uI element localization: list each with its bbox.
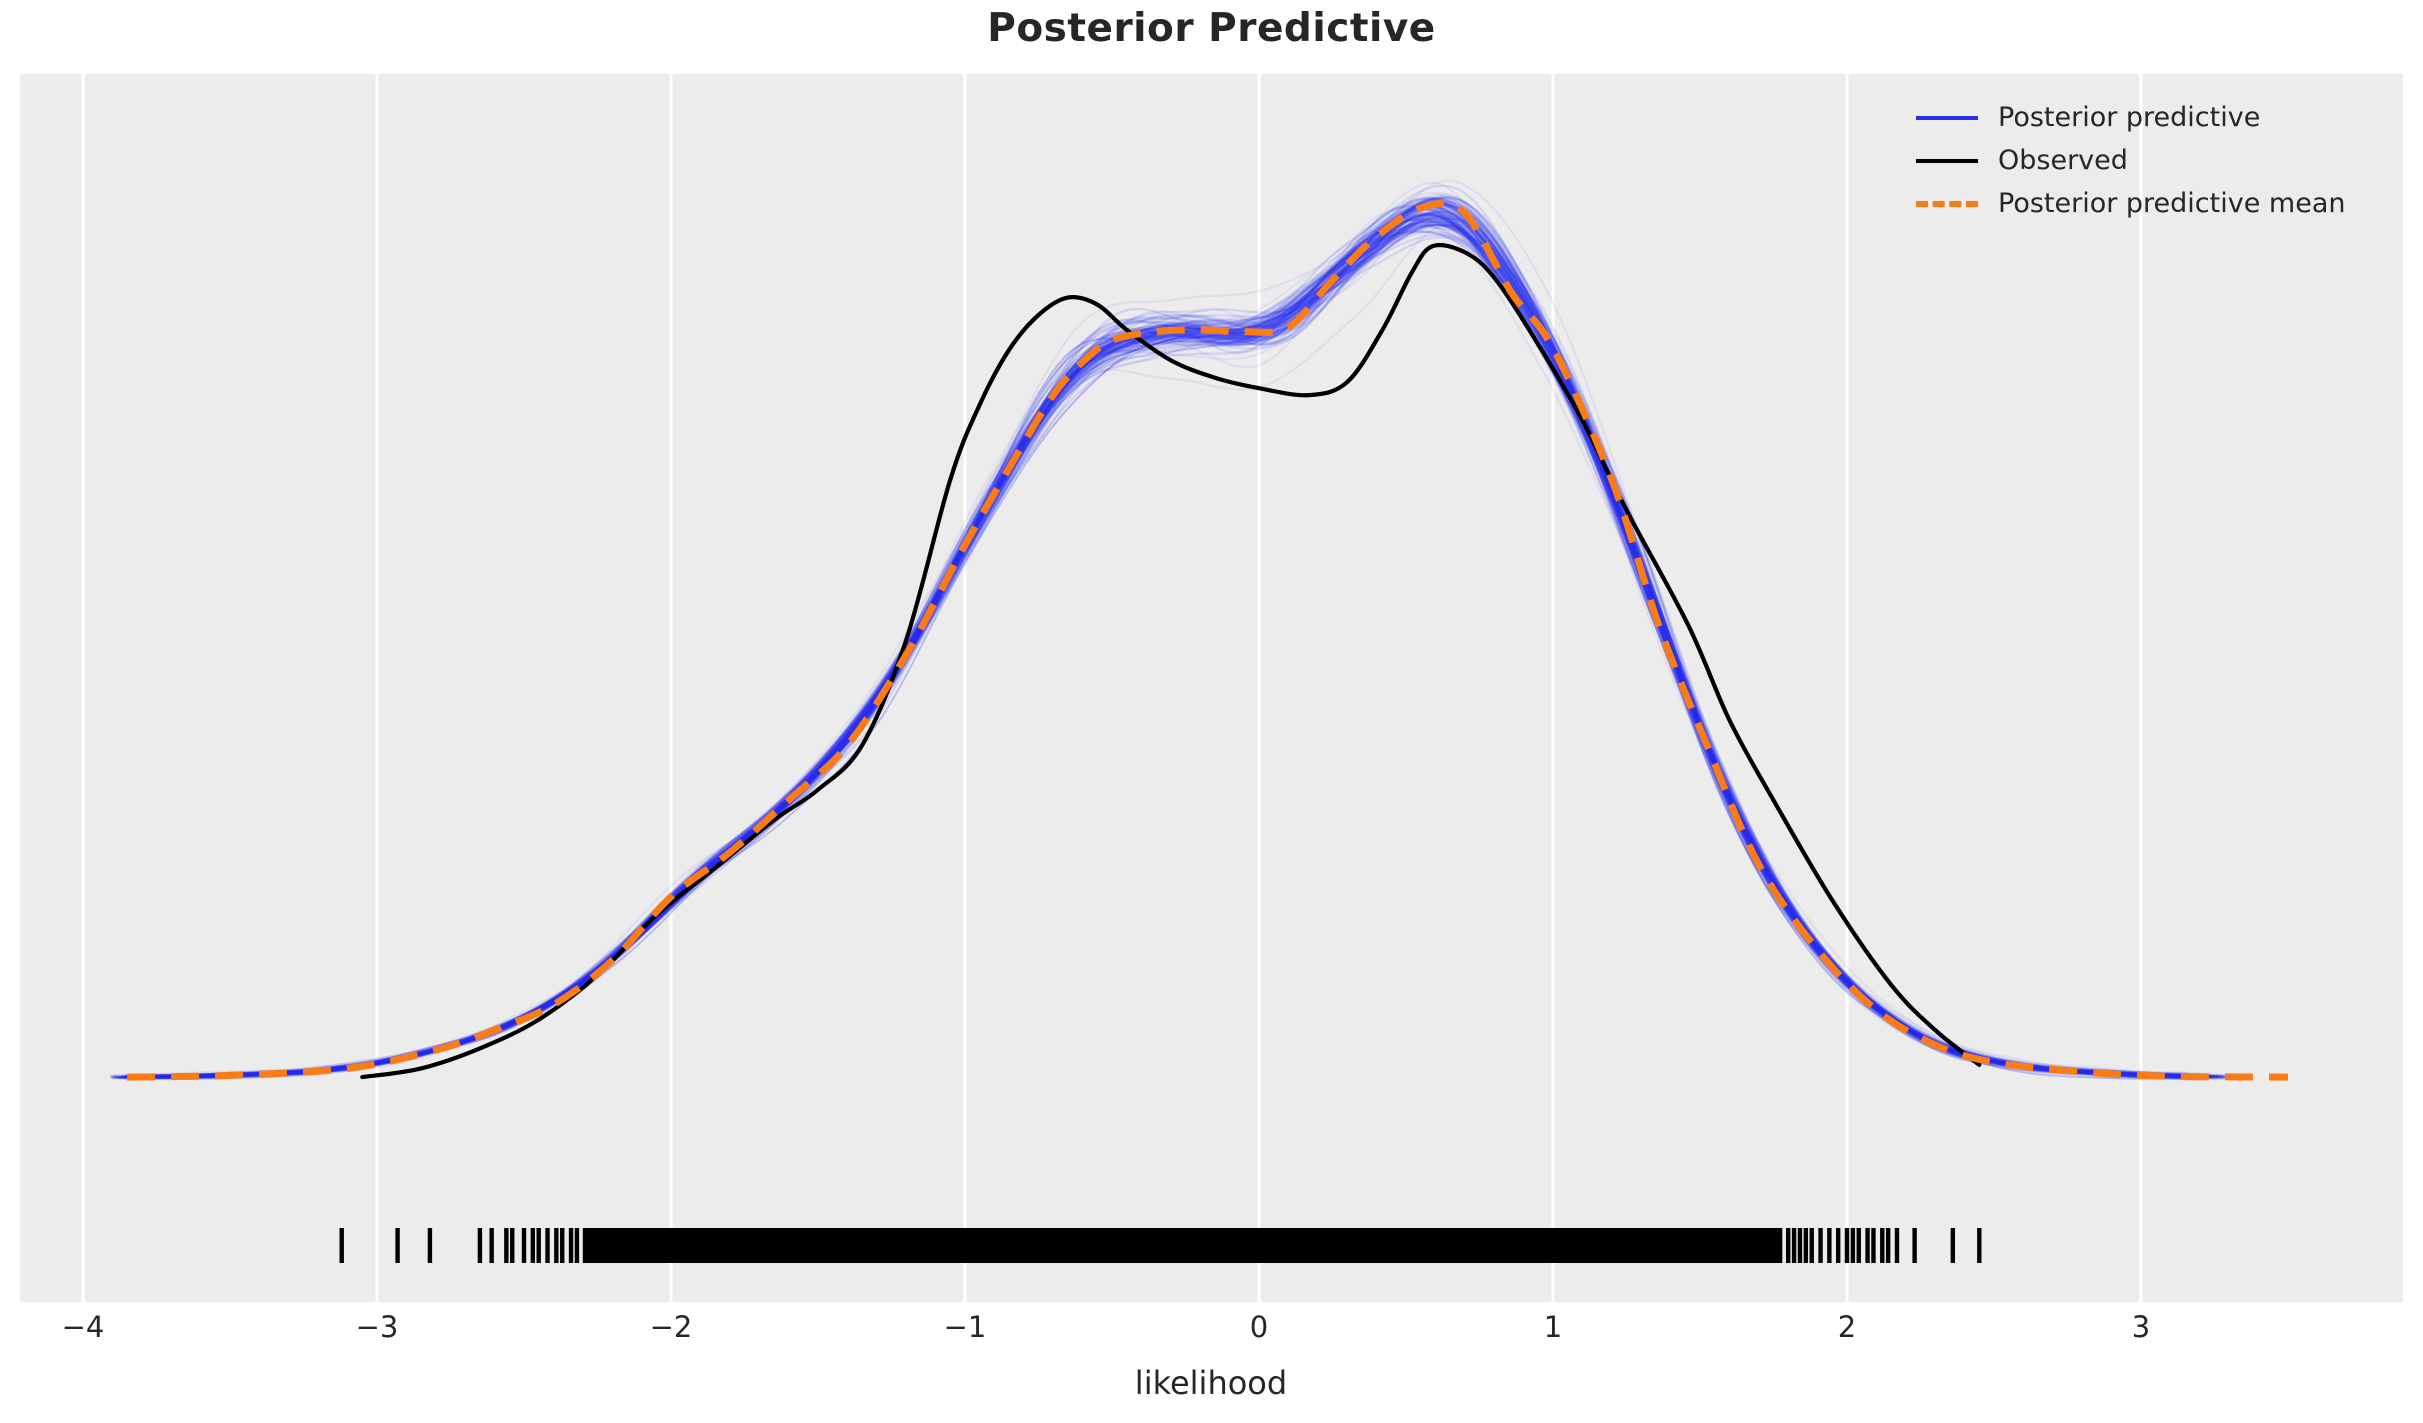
gridlines bbox=[81, 74, 2143, 1302]
rug-tick bbox=[1786, 1228, 1791, 1263]
observed-rug bbox=[339, 1228, 1982, 1263]
legend-swatch-posterior-predictive-line bbox=[1916, 115, 1978, 120]
legend-swatch-observed-line bbox=[1916, 158, 1978, 163]
x-tick-2: 2 bbox=[1837, 1310, 1857, 1344]
rug-tick bbox=[1835, 1228, 1841, 1263]
rug-tick bbox=[568, 1228, 574, 1263]
rug-tick bbox=[1871, 1228, 1876, 1263]
rug-tick bbox=[1912, 1228, 1917, 1263]
legend-swatch-mean-dashed-line bbox=[1916, 200, 1978, 207]
rug-tick bbox=[530, 1228, 536, 1263]
x-axis-label: likelihood bbox=[1134, 1364, 1288, 1402]
rug-tick bbox=[1865, 1228, 1870, 1263]
x-tick-3: 3 bbox=[2131, 1310, 2151, 1344]
legend-label: Posterior predictive mean bbox=[1998, 188, 2346, 219]
rug-tick bbox=[1844, 1228, 1850, 1263]
rug-tick bbox=[1818, 1228, 1823, 1263]
rug-tick bbox=[1827, 1228, 1832, 1263]
legend-item-observed: Observed bbox=[1916, 139, 2396, 182]
rug-tick bbox=[1977, 1228, 1982, 1263]
rug-tick bbox=[504, 1228, 509, 1263]
legend-label: Observed bbox=[1998, 145, 2128, 176]
x-tick-0: 0 bbox=[1249, 1310, 1269, 1344]
rug-tick bbox=[339, 1228, 344, 1263]
rug-tick bbox=[395, 1228, 400, 1263]
x-tick-neg3: −3 bbox=[355, 1310, 399, 1344]
x-tick-neg2: −2 bbox=[649, 1310, 693, 1344]
rug-tick bbox=[560, 1228, 565, 1263]
legend: Posterior predictive Observed Posterior … bbox=[1916, 96, 2396, 225]
rug-tick bbox=[1950, 1228, 1956, 1263]
rug-tick bbox=[1797, 1228, 1803, 1263]
legend-item-posterior-predictive: Posterior predictive bbox=[1916, 96, 2396, 139]
rug-tick bbox=[545, 1228, 550, 1263]
rug-tick bbox=[1880, 1228, 1885, 1263]
rug-tick bbox=[510, 1228, 515, 1263]
rug-tick bbox=[1885, 1228, 1891, 1263]
rug-tick bbox=[521, 1228, 527, 1263]
axes-background bbox=[20, 74, 2403, 1302]
plot-title: Posterior Predictive bbox=[987, 6, 1436, 51]
rug-tick bbox=[1850, 1228, 1856, 1263]
rug-tick bbox=[1791, 1228, 1797, 1263]
rug-tick bbox=[427, 1228, 433, 1263]
rug-tick bbox=[1856, 1228, 1861, 1263]
rug-dense-bar bbox=[582, 1228, 1783, 1263]
legend-label: Posterior predictive bbox=[1998, 102, 2261, 133]
rug-tick bbox=[554, 1228, 559, 1263]
x-tick-1: 1 bbox=[1543, 1310, 1563, 1344]
rug-tick bbox=[477, 1228, 483, 1263]
rug-tick bbox=[1809, 1228, 1814, 1263]
rug-tick bbox=[536, 1228, 541, 1263]
rug-tick bbox=[489, 1228, 494, 1263]
x-tick-neg4: −4 bbox=[61, 1310, 105, 1344]
legend-item-posterior-predictive-mean: Posterior predictive mean bbox=[1916, 182, 2396, 225]
rug-tick bbox=[574, 1228, 580, 1263]
x-tick-neg1: −1 bbox=[943, 1310, 987, 1344]
rug-tick bbox=[1803, 1228, 1809, 1263]
rug-tick bbox=[1894, 1228, 1900, 1263]
